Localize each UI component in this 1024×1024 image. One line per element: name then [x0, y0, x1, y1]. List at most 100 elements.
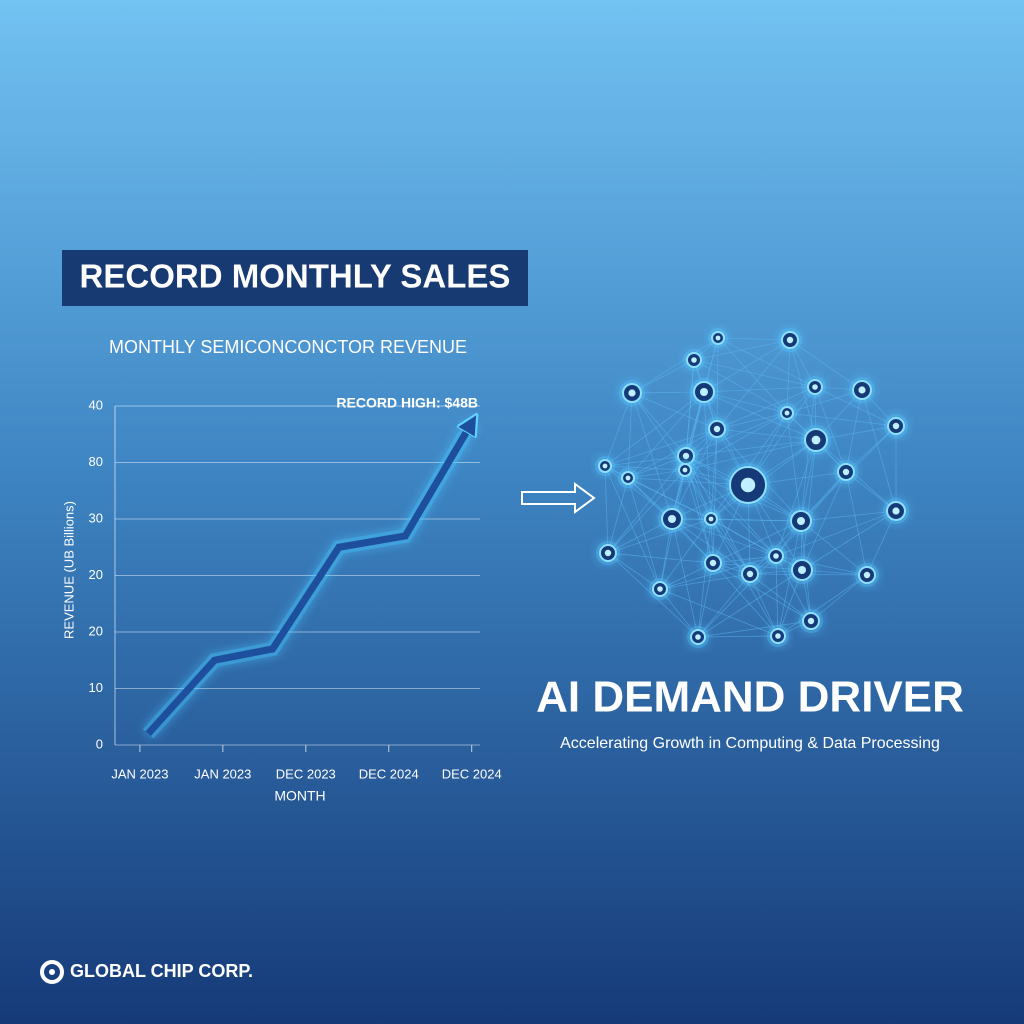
feature-subtitle: Accelerating Growth in Computing & Data … — [560, 735, 940, 752]
y-tick-label: 40 — [89, 397, 103, 412]
network-edge — [697, 555, 777, 638]
y-axis-label: REVENUE (UB Billions) — [61, 501, 76, 639]
network-edge — [801, 471, 847, 571]
network-node-core — [691, 357, 697, 363]
network-edge — [697, 635, 779, 638]
network-edge — [627, 428, 718, 479]
network-edge — [604, 455, 687, 467]
network-edge — [789, 339, 817, 441]
network-edge — [717, 337, 788, 414]
network-node-core — [746, 570, 754, 578]
y-tick-label: 80 — [89, 454, 103, 469]
network-edge — [697, 518, 712, 638]
annotation: RECORD HIGH: $48B — [336, 395, 478, 411]
x-tick-label: JAN 2023 — [111, 766, 168, 781]
network-edge — [703, 391, 817, 441]
network-edge — [697, 562, 714, 638]
network-edge — [712, 562, 812, 622]
network-edge — [716, 386, 816, 430]
x-tick-label: DEC 2024 — [442, 766, 502, 781]
network-edge — [604, 465, 686, 471]
network-edge — [786, 389, 863, 414]
network-edge — [697, 573, 751, 638]
network-node-core — [773, 553, 779, 559]
network-edge — [693, 359, 788, 414]
logo-core — [49, 969, 55, 975]
network-edge — [627, 391, 705, 479]
network-node-core — [811, 435, 821, 445]
y-tick-label: 0 — [96, 736, 103, 751]
network-edge — [717, 337, 791, 341]
network-edge — [671, 518, 699, 638]
network-edge — [710, 428, 718, 520]
feature-title: AI DEMAND DRIVER — [536, 673, 964, 722]
logo-ring — [40, 960, 64, 984]
network-edge — [684, 412, 788, 471]
y-tick-label: 20 — [89, 623, 103, 638]
network-edge — [703, 391, 712, 520]
network-edge — [786, 412, 802, 522]
network-node-core — [602, 463, 608, 469]
network-edge — [786, 339, 791, 414]
network-node-core — [786, 336, 794, 344]
network-node-core — [708, 516, 714, 522]
network-edge — [814, 386, 897, 427]
network-node-core — [604, 549, 612, 557]
y-tick-label: 10 — [89, 680, 103, 695]
network-edge — [685, 412, 788, 457]
network-edge — [777, 574, 868, 637]
network-edge — [627, 477, 712, 520]
y-tick-label: 30 — [89, 510, 103, 525]
network-edge — [845, 471, 868, 576]
network-edge — [685, 455, 777, 557]
network-edge — [685, 439, 817, 457]
network-node-core — [700, 388, 708, 396]
network-edge — [631, 392, 718, 430]
network-node-core — [775, 633, 781, 639]
network-node-core — [892, 422, 900, 430]
network-edge — [716, 428, 817, 441]
network-edge — [800, 520, 868, 576]
network-node-core — [668, 515, 676, 523]
network-edge — [693, 359, 816, 388]
y-tick-label: 20 — [89, 567, 103, 582]
banner-box — [62, 250, 528, 306]
brand-name: GLOBAL CHIP CORP. — [70, 961, 253, 981]
network-edge — [607, 552, 714, 564]
network-edge — [716, 339, 791, 430]
network-edge — [607, 518, 712, 554]
network-edge — [631, 392, 687, 457]
network-edge — [607, 477, 629, 554]
chart-title: MONTHLY SEMICONCONCTOR REVENUE — [109, 337, 467, 357]
network-edge — [684, 469, 777, 557]
network-edge — [749, 573, 812, 622]
revenue-line — [145, 423, 472, 737]
network-node-core — [713, 425, 721, 433]
network-edge — [716, 337, 719, 430]
network-node-core — [812, 384, 818, 390]
network-edge — [814, 386, 847, 473]
network-edge — [659, 573, 751, 590]
network-node-core — [740, 477, 756, 493]
network-edge — [861, 389, 897, 512]
x-axis-label: MONTH — [274, 788, 325, 804]
network-edge — [800, 386, 816, 522]
network-node-core — [628, 389, 636, 397]
network-edge — [684, 439, 817, 471]
network-graphic — [595, 328, 909, 648]
network-edge — [775, 439, 817, 557]
x-tick-label: JAN 2023 — [194, 766, 251, 781]
network-node-core — [682, 452, 690, 460]
network-edge — [703, 391, 788, 414]
network-edge — [604, 428, 718, 467]
network-edge — [697, 620, 812, 638]
network-edge — [697, 569, 803, 638]
network-edge — [631, 337, 719, 394]
network-edge — [775, 510, 897, 557]
network-node-core — [858, 386, 866, 394]
network-edge — [810, 574, 868, 622]
network-node-core — [715, 335, 721, 341]
network-edge — [717, 337, 816, 388]
